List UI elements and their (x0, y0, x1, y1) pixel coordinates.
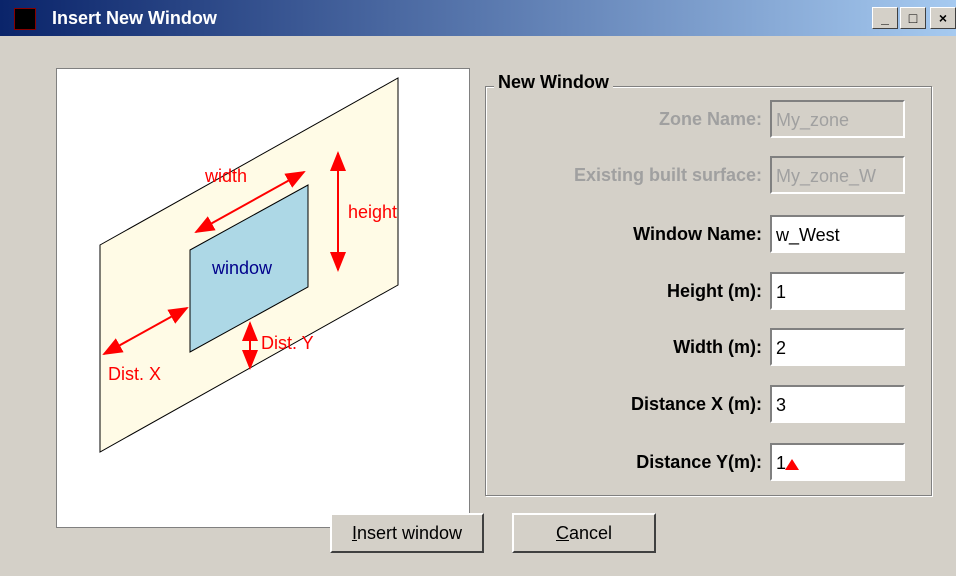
maximize-button[interactable]: □ (900, 7, 926, 29)
group-box (485, 86, 932, 496)
field-label: Distance Y(m): (636, 452, 762, 472)
button-label: Cancel (555, 523, 613, 543)
minimize-button[interactable]: _ (872, 7, 898, 29)
field-label: Distance X (m): (630, 394, 762, 414)
field-label: Zone Name: (658, 109, 762, 129)
dialog-title: Insert New Window (52, 8, 217, 28)
text-field[interactable]: 1 (770, 443, 905, 481)
text-field[interactable]: 1 (770, 272, 905, 310)
diagram-frame (56, 68, 470, 528)
insert-button[interactable]: Insert window (330, 513, 484, 553)
button-label: Insert window (351, 523, 463, 543)
title-bar: Insert New Window _ □ × (0, 0, 956, 36)
text-field[interactable]: 2 (770, 328, 905, 366)
field-label: Width (m): (673, 337, 762, 357)
app-icon (14, 8, 36, 30)
text-field[interactable]: w_West (770, 215, 905, 253)
field-label: Window Name: (633, 224, 762, 244)
field-label: Existing built surface: (573, 165, 762, 185)
text-field: My_zone_W (770, 156, 905, 194)
close-button[interactable]: × (930, 7, 956, 29)
cancel-button[interactable]: Cancel (512, 513, 656, 553)
field-label: Height (m): (667, 281, 762, 301)
group-title: New Window (494, 72, 613, 93)
text-field[interactable]: 3 (770, 385, 905, 423)
text-field: My_zone (770, 100, 905, 138)
